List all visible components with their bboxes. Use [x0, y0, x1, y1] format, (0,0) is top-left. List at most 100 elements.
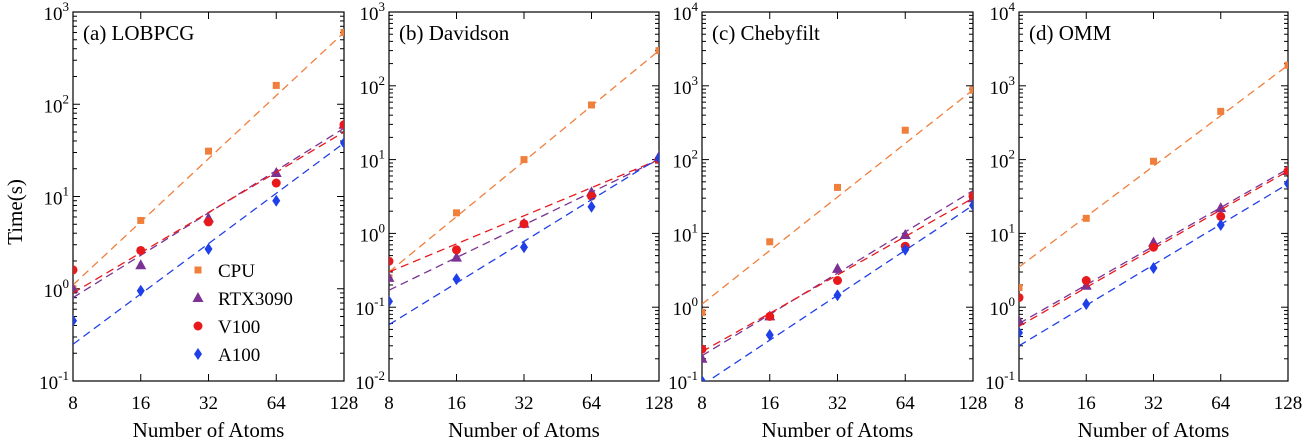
rtx3090-point	[702, 352, 708, 363]
v100-point	[519, 219, 529, 229]
a100-point	[389, 295, 393, 308]
v100-point	[204, 217, 213, 227]
y-tick-label: 100	[360, 220, 386, 246]
a100-point	[272, 194, 281, 207]
x-tick-label: 16	[760, 393, 779, 414]
y-tick-label: 10-2	[355, 368, 385, 394]
cpu-point	[969, 86, 973, 94]
a100-point	[833, 289, 842, 302]
plot-area	[1018, 11, 1289, 382]
a100-fit-line	[73, 142, 344, 345]
cpu-point	[340, 28, 344, 36]
y-tick-label: 103	[990, 73, 1016, 99]
v100-point	[1283, 166, 1288, 176]
x-tick-label: 64	[1211, 393, 1231, 414]
cpu-point	[901, 126, 909, 134]
a100-point	[520, 241, 528, 254]
a100-point	[452, 273, 461, 286]
a100-point	[136, 284, 145, 297]
v100-point	[765, 311, 775, 321]
rtx3090-point	[389, 271, 395, 282]
v100-point	[271, 178, 281, 188]
cpu-point	[205, 147, 212, 155]
rtx3090-point	[899, 229, 911, 240]
v100-fit-line	[73, 131, 344, 294]
legend-marker-rtx3090	[192, 292, 204, 302]
y-tick-label: 101	[990, 220, 1016, 246]
x-tick-label: 64	[267, 393, 287, 414]
legend-label-v100: V100	[218, 317, 260, 338]
x-tick-label: 64	[896, 393, 916, 414]
plot-area	[72, 11, 345, 382]
x-tick-label: 16	[1077, 393, 1096, 414]
a100-point	[1149, 261, 1158, 274]
a100-point	[73, 314, 77, 327]
y-tick-label: 103	[360, 0, 386, 25]
x-axis-label: Number of Atoms	[448, 418, 600, 442]
x-tick-label: 32	[515, 393, 534, 414]
chart-panel-2: 10-2 10-1 100 101 102 103 8 16 32 64 128 Number of …	[355, 0, 673, 442]
cpu-fit-line	[702, 89, 973, 305]
a100-point	[702, 375, 706, 381]
a100-point	[655, 152, 659, 165]
panel-title: (b) Davidson	[399, 21, 510, 45]
v100-fit-line	[389, 158, 659, 273]
y-tick-label: 101	[673, 220, 699, 246]
x-tick-label: 128	[1274, 393, 1303, 414]
cpu-point	[1284, 61, 1288, 69]
plot-data	[73, 28, 344, 345]
legend-label-cpu: CPU	[218, 261, 255, 282]
y-tick-label: 102	[44, 91, 70, 117]
chart-panel-1: 10-1 100 101 102 103 8 16 32 64 128 Number of Atom…	[39, 0, 358, 442]
v100-fit-line	[702, 197, 973, 353]
x-tick-label: 128	[645, 393, 674, 414]
cpu-point	[655, 47, 659, 55]
cpu-point	[1019, 283, 1023, 291]
rtx3090-point	[1215, 202, 1227, 213]
cpu-point	[1217, 107, 1225, 115]
y-tick-label: 100	[990, 294, 1016, 320]
cpu-point	[588, 101, 595, 109]
cpu-point	[272, 81, 280, 89]
panel-title: (c) Chebyfilt	[712, 21, 820, 45]
x-tick-label: 8	[68, 393, 78, 414]
a100-point	[587, 200, 596, 213]
panel-title: (d) OMM	[1029, 21, 1112, 45]
v100-point	[1216, 211, 1226, 221]
x-tick-label: 32	[828, 393, 847, 414]
cpu-fit-line	[1019, 64, 1288, 268]
x-tick-label: 8	[384, 393, 394, 414]
y-tick-label: 10-1	[39, 368, 69, 394]
v100-point	[389, 256, 394, 266]
rtx3090-point	[1019, 315, 1025, 326]
y-tick-label: 101	[44, 184, 70, 210]
a100-point	[765, 329, 774, 342]
cpu-point	[1082, 214, 1090, 222]
cpu-fit-line	[73, 31, 344, 286]
y-axis-label: Time(s)	[3, 179, 27, 245]
x-tick-label: 128	[959, 393, 988, 414]
a100-point	[340, 137, 344, 150]
plot-data	[702, 86, 973, 381]
legend-marker-v100	[193, 321, 203, 331]
x-tick-label: 8	[697, 393, 707, 414]
plot-area	[388, 11, 660, 382]
a100-point	[1019, 326, 1023, 339]
a100-point	[901, 243, 910, 256]
x-axis-label: Number of Atoms	[133, 418, 285, 442]
plot-data	[1019, 61, 1288, 347]
rtx3090-point	[135, 259, 147, 270]
panel-title: (a) LOBPCG	[83, 21, 194, 45]
v100-point	[702, 344, 707, 354]
y-tick-label: 103	[673, 73, 699, 99]
legend-label-a100: A100	[218, 345, 260, 366]
v100-point	[1149, 242, 1158, 252]
chart-panel-3: 10-1 100 101 102 103 104 8 16 32 64 128 Number of A…	[668, 0, 987, 442]
cpu-point	[1150, 157, 1157, 165]
a100-point	[1216, 218, 1225, 231]
y-tick-label: 10-1	[355, 294, 385, 320]
x-tick-label: 16	[131, 393, 150, 414]
v100-point	[833, 276, 842, 286]
v100-point	[1081, 276, 1091, 286]
legend: CPU RTX3090 V100 A100	[192, 261, 293, 366]
